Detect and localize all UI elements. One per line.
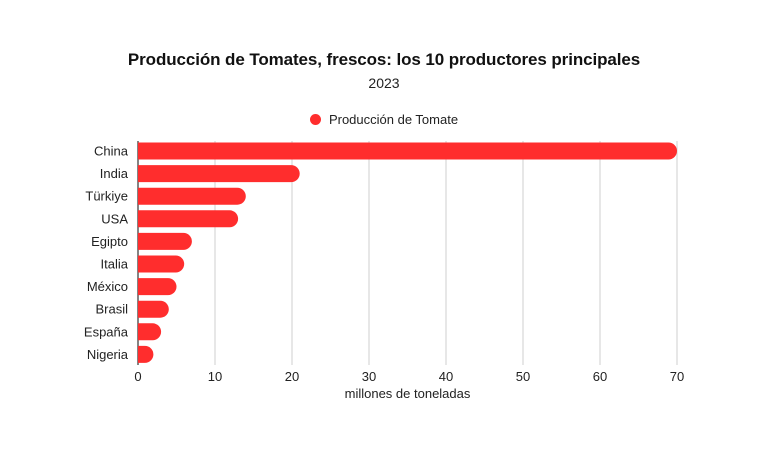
category-label: Brasil (95, 302, 128, 317)
legend: Producción de Tomate (0, 112, 768, 127)
bars (138, 142, 677, 363)
bar (138, 187, 246, 205)
bar (138, 255, 185, 273)
legend-marker (309, 114, 321, 125)
x-tick-label: 20 (285, 369, 299, 384)
bar (138, 232, 192, 250)
category-label: Egipto (91, 234, 128, 249)
chart-title: Producción de Tomates, frescos: los 10 p… (127, 50, 641, 69)
bar (138, 210, 239, 228)
category-label: India (100, 166, 129, 181)
category-label: Nigeria (87, 347, 129, 362)
x-tick-label: 30 (362, 369, 376, 384)
chart-subtitle: 2023 (368, 75, 400, 91)
category-label: España (84, 324, 129, 339)
x-tick-label: 10 (208, 369, 222, 384)
x-tick-label: 70 (670, 369, 684, 384)
bar (138, 300, 169, 318)
bar (138, 278, 177, 296)
bar (138, 323, 162, 341)
category-label: China (94, 144, 129, 159)
category-label: Türkiye (85, 189, 128, 204)
x-tick-label: 40 (439, 369, 453, 384)
x-tick-label: 0 (134, 369, 141, 384)
category-label: Italia (101, 257, 129, 272)
bar (138, 142, 677, 160)
x-axis-title: millones de toneladas (345, 386, 471, 401)
category-labels: China India Türkiye USA Egipto Italia México Br… (84, 144, 129, 362)
x-tick-labels: 0 10 20 30 40 50 60 70 (134, 369, 684, 384)
bar (138, 165, 300, 183)
bar (138, 345, 154, 363)
x-tick-label: 60 (593, 369, 607, 384)
x-tick-label: 50 (516, 369, 530, 384)
legend-label: Producción de Tomate (328, 112, 459, 127)
category-label: USA (101, 211, 128, 226)
category-label: México (87, 279, 128, 294)
